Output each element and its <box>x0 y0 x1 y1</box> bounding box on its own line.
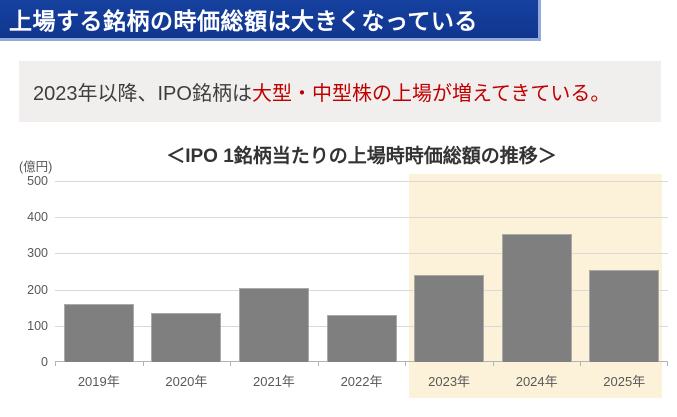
y-tick-label-100: 100 <box>27 318 48 333</box>
x-axis-labels: 2019年 2020年 2021年 2022年 2023年 2024年 2025年 <box>55 371 668 390</box>
bar-slot-2019年 <box>55 181 143 362</box>
key-message-emphasis: 大型・中型株の上場が増えてきている。 <box>251 83 611 105</box>
x-tick-label-2025年: 2025年 <box>603 374 646 389</box>
bar-slot-2024年 <box>493 181 581 362</box>
gridline-400 <box>55 217 668 219</box>
bar-slot-2020年 <box>143 181 231 362</box>
x-axis-tick <box>492 362 494 366</box>
x-tick-label-2024年: 2024年 <box>515 374 558 389</box>
bar-2019年 <box>63 304 134 362</box>
gridline-500 <box>55 181 668 182</box>
x-axis-tick <box>142 362 144 366</box>
bar-2024年 <box>501 233 572 362</box>
y-axis-unit-label: (億円) <box>19 160 53 174</box>
gridline-300 <box>55 253 668 255</box>
bar-2021年 <box>238 287 309 362</box>
y-tick-label-300: 300 <box>27 246 48 261</box>
gridline-200 <box>55 289 668 291</box>
page-title-bar: 上場する銘柄の時価総額は大きくなっている <box>0 0 541 41</box>
key-message-normal: 2023年以降、IPO銘柄は <box>33 83 252 105</box>
bar-slot-2025年 <box>580 181 668 362</box>
bar-slot-2021年 <box>230 181 318 362</box>
y-tick-label-0: 0 <box>41 355 48 369</box>
bar-chart-plot-area: 0 100 200 300 400 500 2019年 2020年 2021年 2022年 2023… <box>27 174 668 398</box>
x-tick-label-2023年: 2023年 <box>428 374 471 389</box>
bar-2023年 <box>414 275 485 362</box>
bar-slot-2022年 <box>318 181 406 362</box>
x-axis-tick <box>55 362 56 366</box>
bar-2022年 <box>326 314 397 362</box>
x-tick-label-2020年: 2020年 <box>165 374 208 389</box>
y-tick-label-400: 400 <box>27 210 48 225</box>
x-tick-label-2022年: 2022年 <box>340 374 383 389</box>
y-tick-label-500: 500 <box>27 174 48 188</box>
x-axis-tick <box>317 362 319 366</box>
x-axis-tick <box>230 362 232 366</box>
page-title: 上場する銘柄の時価総額は大きくなっている <box>9 8 478 34</box>
x-axis-tick <box>667 362 668 366</box>
key-message-box: 2023年以降、IPO銘柄は 大型・中型株の上場が増えてきている。 <box>19 61 661 122</box>
bar-2020年 <box>151 313 222 362</box>
chart-title: ＜IPO 1銘柄当たりの上場時時価総額の推移＞ <box>166 146 557 167</box>
y-tick-label-200: 200 <box>27 282 48 297</box>
x-tick-label-2019年: 2019年 <box>77 374 120 389</box>
bar-2025年 <box>589 269 660 362</box>
x-tick-label-2021年: 2021年 <box>252 374 295 389</box>
x-axis-tick <box>580 362 582 366</box>
bars-container <box>55 181 668 362</box>
x-axis-tick <box>405 362 407 366</box>
bar-slot-2023年 <box>405 181 493 362</box>
